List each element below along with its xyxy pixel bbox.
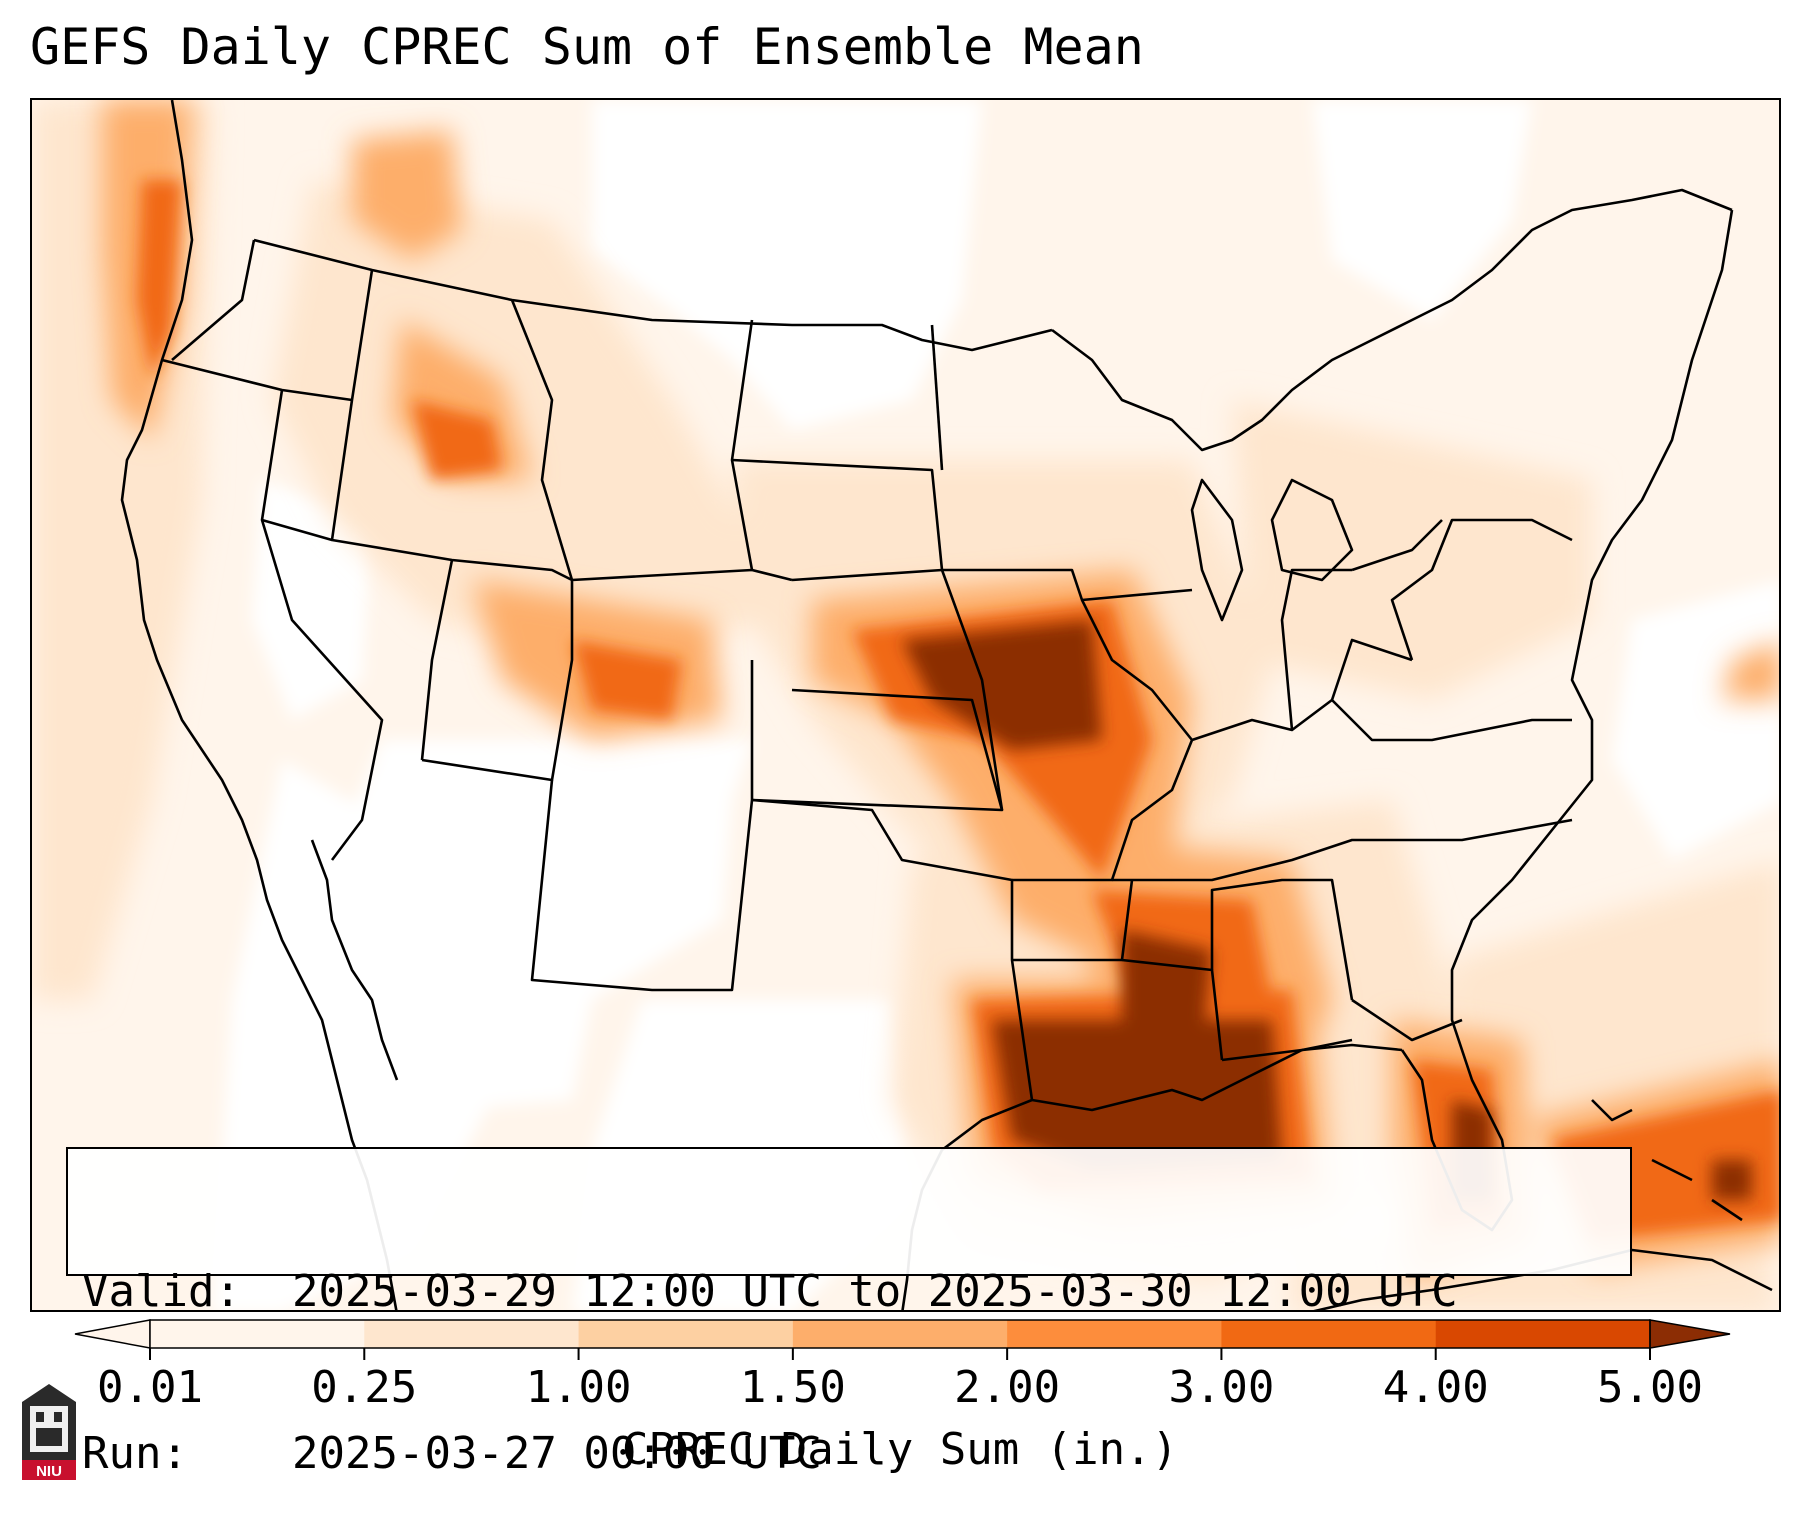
- precip-level-4: [902, 620, 1752, 1200]
- colorbar-extend-max: [1649, 1319, 1731, 1349]
- colorbar-segment: [792, 1320, 1008, 1348]
- colorbar-segment: [150, 1320, 365, 1348]
- dry-zones: [212, 100, 1779, 1310]
- run-label: Run:: [82, 1428, 188, 1479]
- colorbar: [74, 1319, 1731, 1360]
- logo-text: NIU: [36, 1463, 62, 1480]
- precip-map: [30, 98, 1781, 1312]
- colorbar-segment: [578, 1320, 794, 1348]
- colorbar-tick-label: 0.25: [311, 1362, 418, 1413]
- colorbar-tick-label: 1.00: [525, 1362, 632, 1413]
- colorbar-segment: [1007, 1320, 1222, 1348]
- colorbar-tick-label: 4.00: [1382, 1362, 1489, 1413]
- canada-border: [253, 238, 1053, 352]
- west-coastline: [120, 100, 398, 1310]
- run-value: 2025-03-27 00:00 UTC: [292, 1428, 822, 1479]
- colorbar-tick-label: 5.00: [1597, 1362, 1703, 1413]
- colorbar-extend-min: [74, 1319, 151, 1349]
- precip-shading: [32, 100, 1779, 1310]
- university-tower-icon: NIU: [22, 1384, 76, 1480]
- colorbar-border: [149, 1319, 1651, 1349]
- colorbar-segment: [1221, 1320, 1437, 1348]
- valid-label: Valid:: [82, 1266, 241, 1317]
- validity-infobox: Valid: 2025-03-29 12:00 UTC to 2025-03-30…: [66, 1147, 1632, 1479]
- colorbar-tick-label: 0.01: [97, 1362, 203, 1413]
- colorbar-tick-label: 3.00: [1168, 1362, 1275, 1413]
- colorbar-segment: [1435, 1320, 1651, 1348]
- valid-value: 2025-03-29 12:00 UTC to 2025-03-30 12:00…: [292, 1266, 1458, 1317]
- valid-row: Valid: 2025-03-29 12:00 UTC to 2025-03-30…: [82, 1265, 1630, 1319]
- run-row: Run: 2025-03-27 00:00 UTC: [82, 1427, 1630, 1481]
- colorbar-tick-label: 2.00: [954, 1362, 1061, 1413]
- boundaries: [120, 100, 1773, 1310]
- precip-map-canvas: [32, 100, 1779, 1310]
- map-title: GEFS Daily CPREC Sum of Ensemble Mean: [30, 18, 1144, 76]
- colorbar-label: CPREC Daily Sum (in.): [621, 1424, 1179, 1475]
- colorbar-tick-label: 1.50: [739, 1362, 846, 1413]
- colorbar-segment: [364, 1320, 580, 1348]
